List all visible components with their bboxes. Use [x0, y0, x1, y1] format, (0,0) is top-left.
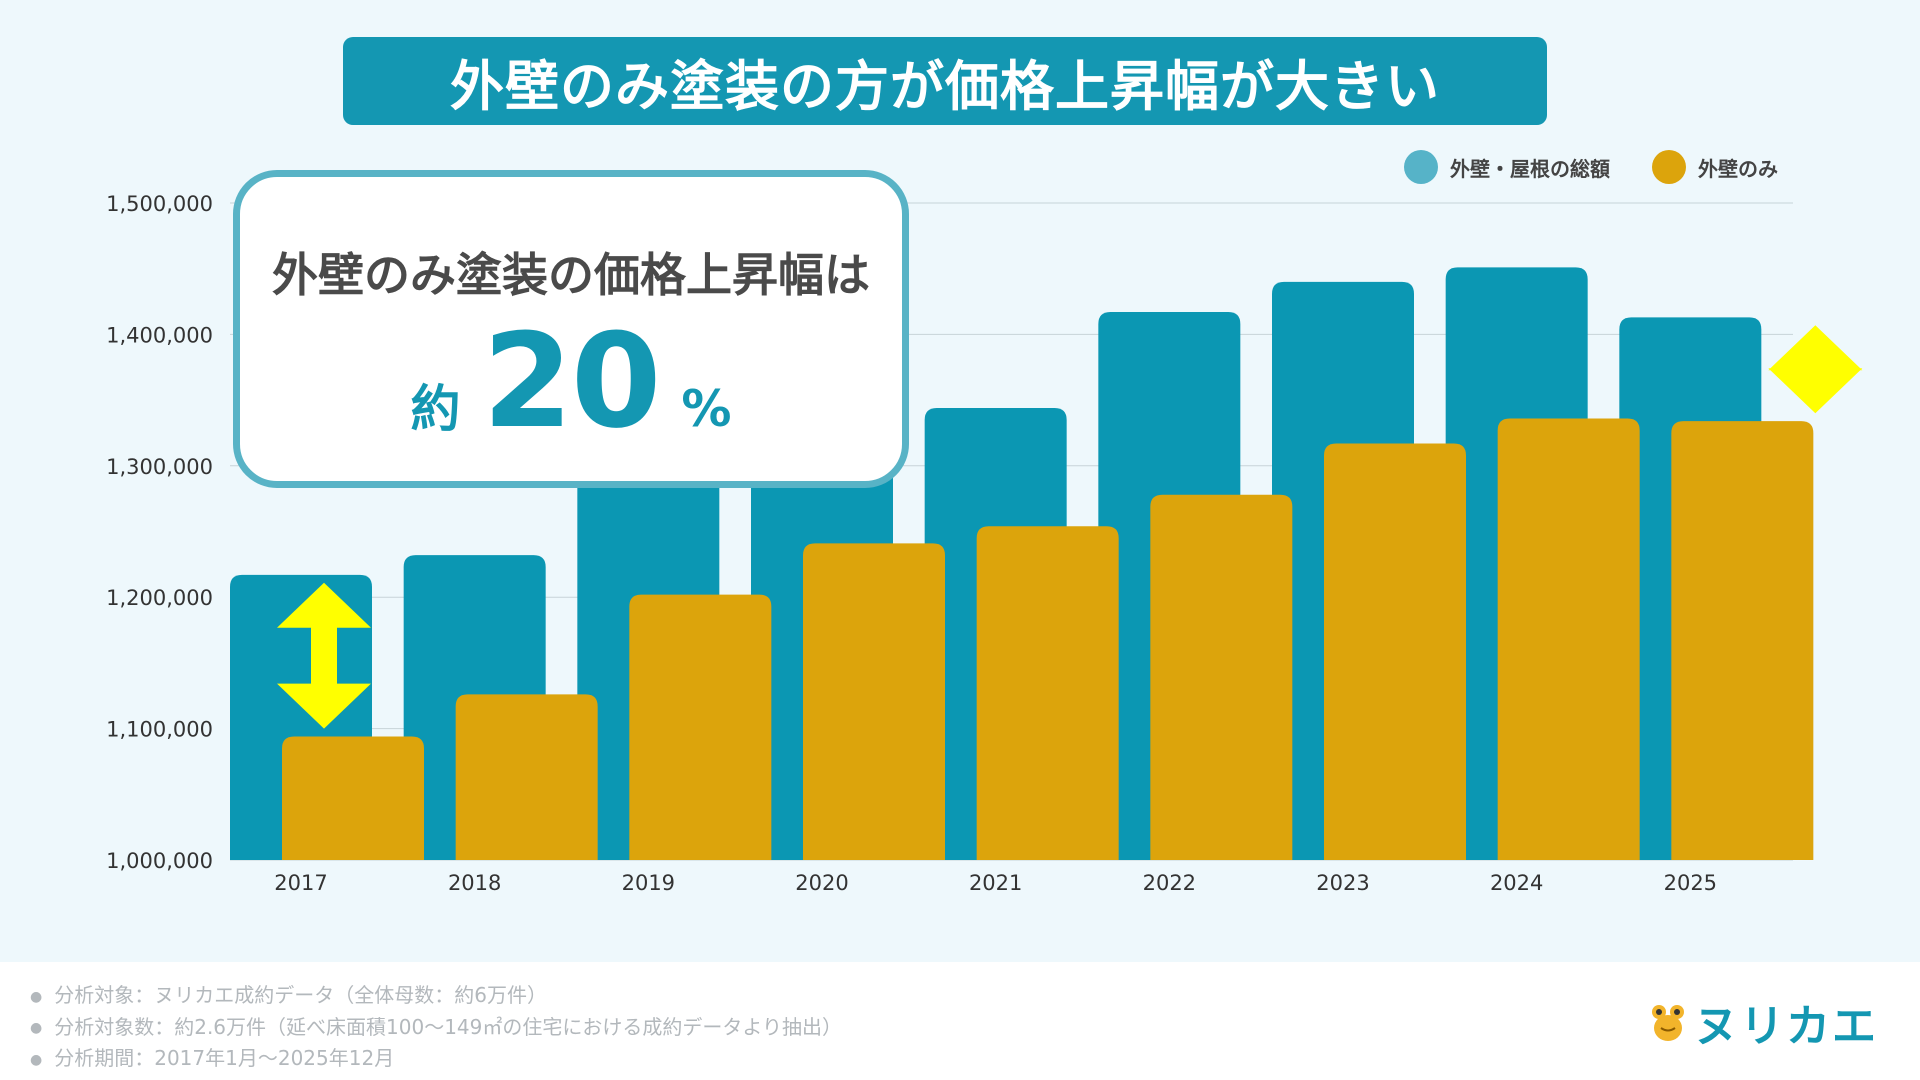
bar-wall-only-2017 — [282, 736, 424, 860]
bar-chart: 1,000,000 1,100,000 1,200,000 1,300,000 1,40… — [106, 192, 1863, 895]
x-tick-label: 2023 — [1316, 871, 1369, 895]
x-tick-label: 2018 — [448, 871, 501, 895]
note-item: ● 分析対象数：約2.6万件（延べ床面積100〜149㎡の住宅における成約データよ… — [30, 1012, 842, 1044]
x-tick-label: 2025 — [1664, 871, 1717, 895]
bar-wall-only-2019 — [629, 594, 772, 860]
x-tick-label: 2020 — [795, 871, 848, 895]
double-arrow-icon-2017 — [277, 582, 371, 729]
x-tick-label: 2022 — [1143, 871, 1196, 895]
logo-text: ヌリカエ — [1694, 1001, 1878, 1052]
legend-label-total: 外壁・屋根の総額 — [1450, 156, 1610, 181]
y-tick-label: 1,000,000 — [106, 849, 213, 873]
note-item: ● 分析期間：2017年1月〜2025年12月 — [30, 1043, 842, 1075]
x-tick-label: 2021 — [969, 871, 1022, 895]
brand-logo: ヌリカエ — [1648, 990, 1878, 1054]
legend-swatch-total — [1404, 150, 1438, 184]
bar-wall-only-2023 — [1324, 443, 1466, 860]
y-tick-label: 1,100,000 — [106, 718, 213, 742]
callout-prefix: 約 — [410, 380, 461, 438]
note-text: 分析期間：2017年1月〜2025年12月 — [54, 1046, 395, 1070]
legend-item-total: 外壁・屋根の総額 — [1404, 150, 1610, 184]
y-tick-label: 1,200,000 — [106, 586, 213, 610]
callout-heading: 外壁のみ塗装の価格上昇幅は — [272, 248, 870, 302]
bar-wall-only-2024 — [1497, 418, 1640, 860]
callout-value: 約 20% — [240, 305, 902, 457]
page-title: 外壁のみ塗装の方が価格上昇幅が大きい — [450, 54, 1440, 118]
bullet-icon: ● — [30, 988, 43, 1005]
legend-label-wall-only: 外壁のみ — [1698, 156, 1778, 181]
legend-swatch-wall-only — [1652, 150, 1686, 184]
bullet-icon: ● — [30, 1020, 43, 1036]
title-banner: 外壁のみ塗装の方が価格上昇幅が大きい — [343, 37, 1547, 125]
highlight-callout: 外壁のみ塗装の価格上昇幅は 約 20% — [233, 170, 909, 488]
y-tick-label: 1,300,000 — [106, 455, 213, 479]
bar-wall-only-2025 — [1671, 421, 1814, 860]
bar-wall-only-2018 — [455, 694, 598, 860]
bar-wall-only-2021 — [976, 526, 1119, 860]
double-arrow-icon-2025 — [1768, 325, 1863, 414]
legend-item-wall-only: 外壁のみ — [1652, 150, 1778, 184]
bullet-icon: ● — [30, 1051, 43, 1068]
chart-legend: 外壁・屋根の総額 外壁のみ — [1404, 150, 1778, 184]
bar-wall-only-2020 — [803, 543, 945, 860]
note-text: 分析対象数：約2.6万件（延べ床面積100〜149㎡の住宅における成約データより… — [54, 1014, 842, 1039]
x-tick-label: 2017 — [274, 871, 327, 895]
note-text: 分析対象：ヌリカエ成約データ（全体母数：約6万件） — [54, 983, 547, 1007]
x-tick-label: 2024 — [1490, 871, 1543, 895]
y-tick-label: 1,400,000 — [106, 323, 213, 347]
note-item: ● 分析対象：ヌリカエ成約データ（全体母数：約6万件） — [30, 980, 842, 1012]
bar-wall-only-2022 — [1150, 494, 1293, 860]
analysis-notes: ● 分析対象：ヌリカエ成約データ（全体母数：約6万件） ● 分析対象数：約2.6万件… — [30, 980, 842, 1075]
x-tick-label: 2019 — [622, 871, 675, 895]
callout-number: 20 — [482, 305, 661, 457]
callout-unit: % — [681, 380, 732, 438]
y-tick-label: 1,500,000 — [106, 192, 213, 216]
frog-mascot-icon — [1652, 1005, 1684, 1041]
